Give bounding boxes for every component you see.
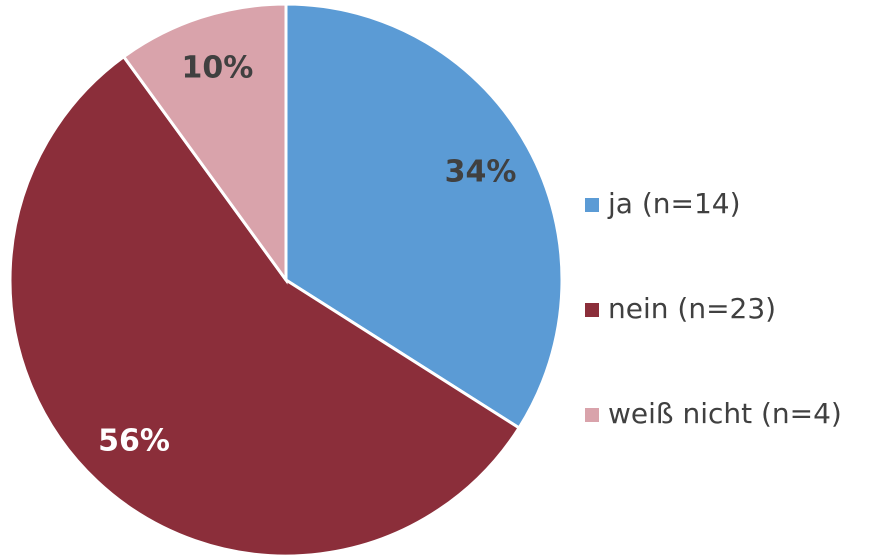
- data-label: 56%: [98, 423, 170, 458]
- legend-swatch: [585, 408, 599, 422]
- legend-label: nein (n=23): [608, 292, 776, 325]
- legend-swatch: [585, 303, 599, 317]
- pie-slice: [8, 54, 522, 558]
- data-label: 34%: [445, 155, 517, 190]
- legend-swatch: [585, 198, 599, 212]
- legend-label: weiß nicht (n=4): [608, 397, 842, 430]
- pie-slice: [284, 2, 564, 430]
- legend-label: ja (n=14): [607, 187, 741, 220]
- data-label: 10%: [181, 50, 253, 85]
- pie-slice: [121, 2, 288, 285]
